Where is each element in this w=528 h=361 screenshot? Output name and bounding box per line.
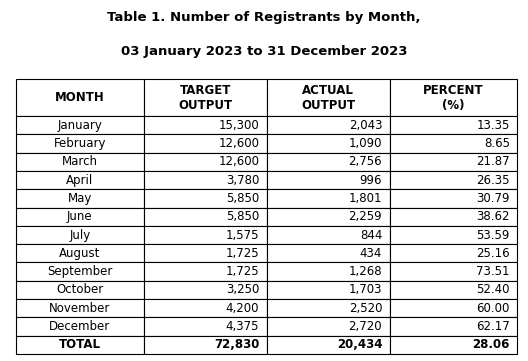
Text: Table 1. Number of Registrants by Month,: Table 1. Number of Registrants by Month, xyxy=(107,11,421,24)
Text: 03 January 2023 to 31 December 2023: 03 January 2023 to 31 December 2023 xyxy=(121,45,407,58)
